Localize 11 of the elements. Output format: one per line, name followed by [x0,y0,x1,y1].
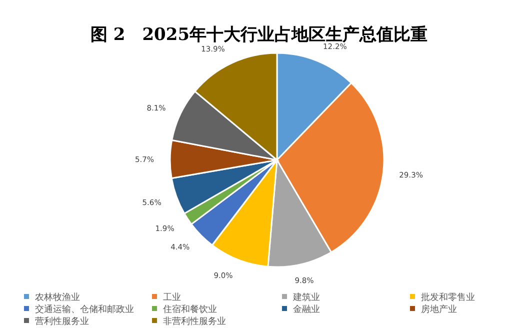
legend-label: 非营利性服务业 [163,316,226,327]
legend-label: 房地产业 [421,304,457,315]
legend-label: 交通运输、仓储和邮政业 [35,304,134,315]
legend-label: 建筑业 [292,292,320,303]
legend-label: 营利性服务业 [35,316,89,327]
legend-label: 农林牧渔业 [35,292,80,303]
legend-label: 金融业 [293,304,320,315]
legend-label: 工业 [163,292,181,303]
legend-label: 住宿和餐饮业 [163,304,217,315]
legend-label: 批发和零售业 [421,292,475,303]
chart-title: 图 2 2025年十大行业占地区生产总值比重 [90,25,428,45]
